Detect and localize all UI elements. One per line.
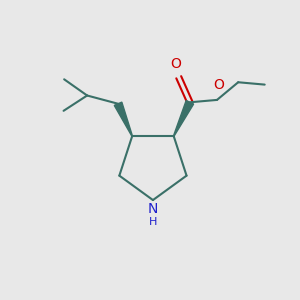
Text: N: N xyxy=(148,202,158,216)
Text: O: O xyxy=(170,57,181,71)
Polygon shape xyxy=(114,102,132,136)
Text: H: H xyxy=(149,217,157,227)
Polygon shape xyxy=(173,100,194,136)
Text: O: O xyxy=(213,78,224,92)
